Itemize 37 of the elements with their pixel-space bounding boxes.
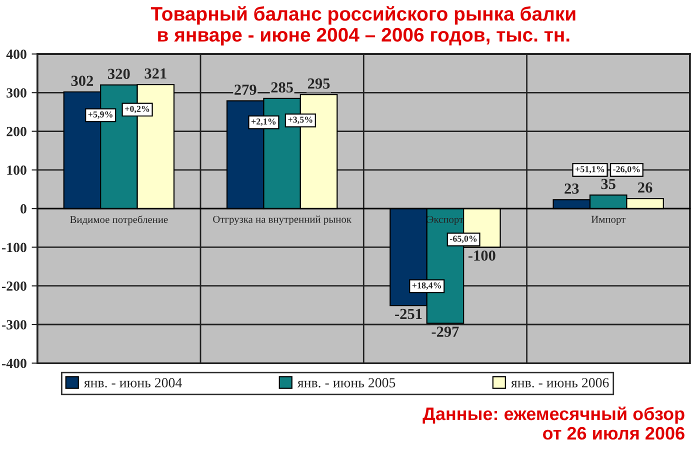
data-label: 302 <box>71 76 94 86</box>
annotation: -26,0% <box>613 166 640 174</box>
data-label: 285 <box>271 82 293 93</box>
y-tick-label: -100 <box>2 242 26 252</box>
x-tick-label: Отгрузка на внутренний рынок <box>213 216 352 225</box>
annotation: +51,1% <box>575 166 604 174</box>
annotation: +18,4% <box>412 282 441 290</box>
y-tick-label: 300 <box>6 88 26 98</box>
y-tick-label: 400 <box>6 50 26 59</box>
data-label: 23 <box>564 184 579 194</box>
data-label: 26 <box>638 182 652 193</box>
y-tick-label: -300 <box>2 320 26 330</box>
data-label: 35 <box>601 178 616 190</box>
data-label: 279 <box>234 84 256 95</box>
legend-label: янв. - июнь 2005 <box>297 378 396 388</box>
y-tick-label: 0 <box>20 204 26 214</box>
text: Данные: ежемесячный обзор от 26 июля 2006 <box>422 406 684 440</box>
annotation: +0,2% <box>125 106 150 114</box>
y-tick-label: 200 <box>6 126 26 136</box>
y-tick-label: -400 <box>2 358 26 368</box>
annotation: +3,5% <box>288 116 312 124</box>
x-tick-label: Импорт <box>591 216 626 225</box>
data-label: 320 <box>108 68 130 80</box>
legend-label: янв. - июнь 2006 <box>511 378 609 388</box>
legend-label: янв. - июнь 2004 <box>84 378 182 388</box>
data-label: 321 <box>144 68 166 79</box>
data-label: -251 <box>395 308 422 320</box>
annotation: -65,0% <box>450 236 477 244</box>
data-label: -297 <box>432 326 459 337</box>
chart-title: Товарный баланс российского рынка балки в январе - июне 2004 – 2006 годов, тыс. тн. <box>150 6 576 46</box>
y-tick-label: 100 <box>7 166 26 175</box>
annotation: +2,1% <box>251 118 276 126</box>
annotation: +5,9% <box>88 111 112 119</box>
data-label: -100 <box>468 250 496 261</box>
data-label: 295 <box>308 78 330 89</box>
x-tick-label: Видимое потребление <box>70 216 168 226</box>
y-tick-label: -200 <box>2 281 26 291</box>
